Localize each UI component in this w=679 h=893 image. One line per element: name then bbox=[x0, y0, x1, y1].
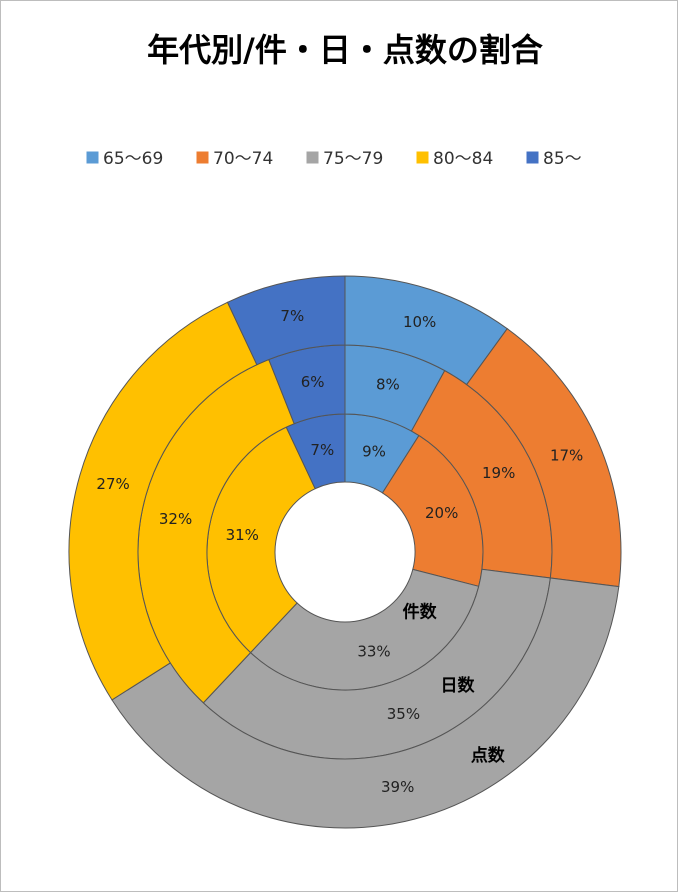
value-label: 7% bbox=[280, 307, 304, 325]
legend-swatch bbox=[85, 150, 100, 165]
value-label: 27% bbox=[96, 475, 129, 493]
legend-label: 65〜69 bbox=[103, 149, 163, 169]
wedge bbox=[111, 577, 620, 829]
legend-swatch bbox=[195, 150, 210, 165]
value-label: 19% bbox=[482, 464, 515, 482]
value-label: 17% bbox=[550, 447, 583, 465]
value-label: 31% bbox=[226, 526, 259, 544]
legend-swatch bbox=[305, 150, 320, 165]
value-label: 33% bbox=[357, 642, 390, 660]
legend-swatch bbox=[415, 150, 430, 165]
ring-label: 日数 bbox=[440, 675, 475, 696]
value-label: 10% bbox=[403, 313, 436, 331]
value-label: 39% bbox=[381, 778, 414, 796]
legend-label: 70〜74 bbox=[213, 149, 273, 169]
ring-label: 件数 bbox=[403, 601, 438, 622]
value-label: 32% bbox=[159, 510, 192, 528]
value-label: 7% bbox=[310, 441, 334, 459]
value-label: 9% bbox=[362, 443, 386, 461]
chart-title: 年代別/件・日・点数の割合 bbox=[147, 31, 543, 69]
value-label: 20% bbox=[425, 504, 458, 522]
ring-label: 点数 bbox=[471, 745, 506, 766]
legend-swatch bbox=[525, 150, 540, 165]
value-label: 35% bbox=[387, 705, 420, 723]
wedge bbox=[226, 275, 346, 366]
legend-label: 75〜79 bbox=[323, 149, 383, 169]
value-label: 6% bbox=[301, 373, 325, 391]
legend-label: 80〜84 bbox=[433, 149, 493, 169]
legend-label: 85〜 bbox=[543, 149, 582, 169]
value-label: 8% bbox=[376, 375, 400, 393]
